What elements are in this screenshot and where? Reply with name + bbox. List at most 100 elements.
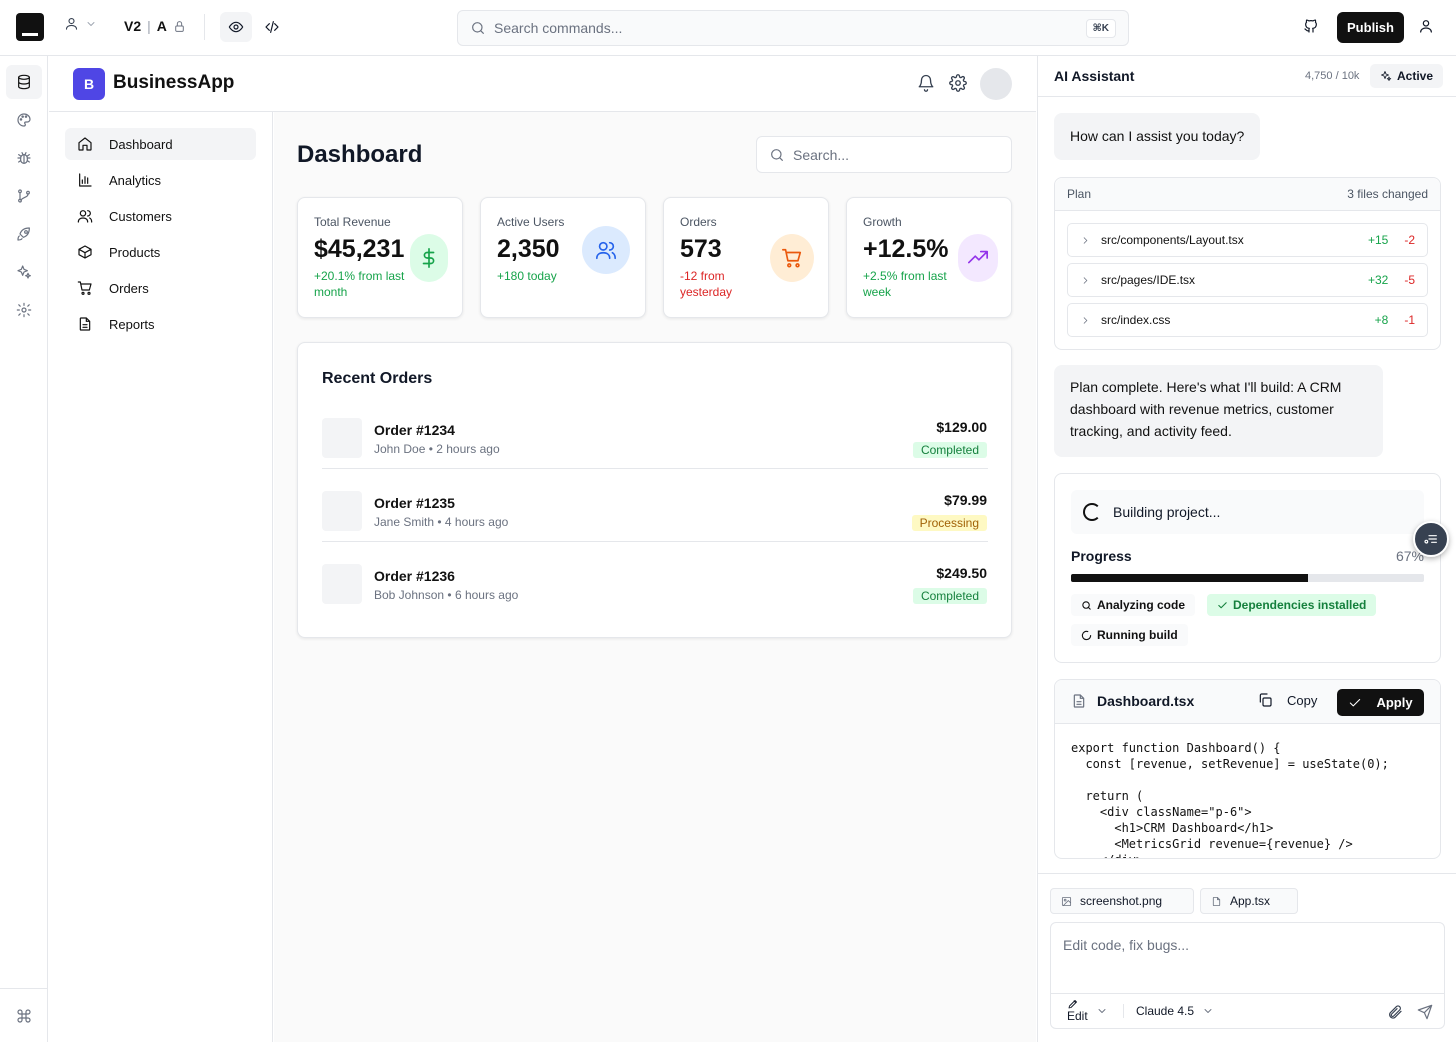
chevron-down-icon: [1204, 1009, 1212, 1013]
plan-summary: 3 files changed: [1347, 187, 1428, 201]
image-icon: [1061, 896, 1072, 906]
attachment-chip[interactable]: App.tsx: [1200, 888, 1298, 914]
sidebar-item-label: Dashboard: [109, 136, 173, 152]
code-icon: [265, 21, 279, 33]
app-logo[interactable]: [16, 13, 44, 41]
chevron-down-icon: [1098, 1008, 1106, 1013]
app-sidebar: Dashboard Analytics Customers Products O…: [49, 112, 273, 1042]
rail-git-button[interactable]: [6, 179, 42, 213]
recent-orders-card: Recent Orders Order #1234 John Doe • 2 h…: [297, 342, 1012, 638]
rail-ai-button[interactable]: [6, 255, 42, 289]
stat-label: Growth: [863, 215, 902, 229]
sidebar-item-orders[interactable]: Orders: [65, 272, 256, 304]
gear-icon: [16, 302, 32, 318]
status-badge[interactable]: Active: [1370, 64, 1444, 88]
stat-value: $45,231: [314, 235, 405, 263]
order-id: Order #1236: [374, 568, 455, 584]
sidebar-item-customers[interactable]: Customers: [65, 200, 256, 232]
version-separator: |: [147, 18, 151, 34]
profile-button[interactable]: [1418, 18, 1434, 34]
github-button[interactable]: [1303, 18, 1319, 34]
rail-settings-button[interactable]: [6, 293, 42, 327]
apply-button[interactable]: Apply: [1337, 689, 1424, 716]
changed-file[interactable]: src/pages/IDE.tsx +32 -5: [1067, 263, 1428, 297]
table-row[interactable]: Order #1235 Jane Smith • 4 hours ago $79…: [322, 485, 988, 545]
attachment-name: screenshot.png: [1080, 894, 1163, 908]
bug-icon: [17, 152, 31, 164]
chevron-right-icon: [1083, 236, 1088, 244]
table-row[interactable]: Order #1234 John Doe • 2 hours ago $129.…: [322, 412, 988, 472]
avatar[interactable]: [980, 68, 1012, 100]
rail-debug-button[interactable]: [6, 141, 42, 175]
model-selector[interactable]: Claude 4.5: [1123, 1004, 1214, 1018]
variant-label: A: [156, 18, 167, 34]
check-icon: [1218, 601, 1227, 608]
stat-change: +20.1% from last month: [314, 269, 405, 299]
box-icon: [78, 245, 92, 259]
copy-button[interactable]: Copy: [1257, 692, 1317, 708]
send-button[interactable]: [1417, 1004, 1433, 1020]
mode-selector[interactable]: Edit: [1067, 998, 1108, 1023]
rail-command-button[interactable]: [0, 988, 48, 1042]
sidebar-item-label: Analytics: [109, 172, 162, 188]
account-switcher[interactable]: [64, 16, 97, 31]
changed-file[interactable]: src/index.css +8 -1: [1067, 303, 1428, 337]
search-icon: [472, 22, 484, 34]
notifications-button[interactable]: [917, 74, 935, 92]
palette-icon: [17, 113, 31, 127]
build-status: Building project...: [1071, 490, 1424, 534]
rail-theme-button[interactable]: [6, 103, 42, 137]
stat-label: Orders: [680, 215, 717, 229]
code-view-button[interactable]: [260, 12, 284, 42]
file-deletions: -5: [1404, 273, 1415, 287]
chat-composer: screenshot.png App.tsx Edit code, fix bu…: [1038, 873, 1456, 1042]
build-step-label: Dependencies installed: [1233, 598, 1367, 612]
settings-button[interactable]: [949, 74, 967, 92]
attachment-chip[interactable]: screenshot.png: [1050, 888, 1194, 914]
order-time: 6 hours ago: [454, 588, 519, 602]
section-title: Recent Orders: [322, 370, 433, 387]
stat-change: +180 today: [497, 269, 557, 283]
floating-menu-button[interactable]: [1413, 521, 1449, 557]
ai-assistant-panel: AI Assistant 4,750 / 10k Active How can …: [1037, 56, 1456, 1042]
rocket-icon: [17, 227, 30, 241]
plan-header: Plan 3 files changed: [1055, 178, 1440, 211]
chevron-down-icon: [87, 21, 95, 26]
user-icon: [1420, 20, 1432, 33]
chat-input[interactable]: Edit code, fix bugs... Edit Claude 4.5: [1050, 922, 1445, 1029]
file-path: src/components/Layout.tsx: [1101, 233, 1244, 247]
sidebar-item-dashboard[interactable]: Dashboard: [65, 128, 256, 160]
order-time: 2 hours ago: [436, 442, 500, 456]
preview-button[interactable]: [220, 12, 252, 42]
sidebar-item-analytics[interactable]: Analytics: [65, 164, 256, 196]
progress-label: Progress: [1071, 548, 1132, 564]
changed-file[interactable]: src/components/Layout.tsx +15 -2: [1067, 223, 1428, 257]
plan-card: Plan 3 files changed src/components/Layo…: [1054, 177, 1441, 350]
sidebar-item-reports[interactable]: Reports: [65, 308, 256, 340]
version-selector[interactable]: V2 | A: [124, 18, 186, 34]
brand-logo[interactable]: B: [73, 68, 105, 100]
file-path: src/pages/IDE.tsx: [1101, 273, 1196, 287]
stat-icon-badge: [770, 234, 814, 282]
status-badge: Completed: [912, 588, 987, 604]
sidebar-item-products[interactable]: Products: [65, 236, 256, 268]
divider: [322, 468, 988, 469]
search-icon: [771, 148, 783, 161]
sidebar-item-label: Reports: [109, 316, 155, 332]
cart-icon: [782, 248, 802, 268]
search-input[interactable]: Search...: [756, 136, 1012, 173]
rail-deploy-button[interactable]: [6, 217, 42, 251]
attach-button[interactable]: [1387, 1004, 1403, 1020]
publish-button[interactable]: Publish: [1337, 12, 1404, 43]
gear-icon: [949, 74, 967, 92]
rail-database-button[interactable]: [6, 65, 42, 99]
command-search[interactable]: Search commands... ⌘K: [457, 10, 1129, 46]
eye-icon: [228, 21, 244, 33]
chevron-right-icon: [1083, 276, 1088, 284]
token-usage: 4,750 / 10k: [1305, 70, 1360, 82]
stat-change: -12 from yesterday: [680, 269, 733, 299]
order-meta: Bob Johnson • 6 hours ago: [374, 588, 519, 602]
code-filename: Dashboard.tsx: [1071, 693, 1194, 709]
divider: [322, 541, 988, 542]
table-row[interactable]: Order #1236 Bob Johnson • 6 hours ago $2…: [322, 558, 988, 618]
